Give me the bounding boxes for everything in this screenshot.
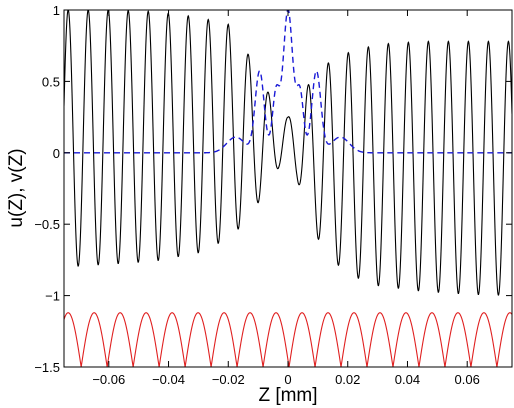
x-tick-label: 0 [284, 372, 291, 387]
x-tick-label: 0.04 [395, 372, 420, 387]
y-axis-label: u(Z), v(Z) [6, 148, 27, 227]
series-layer [64, 10, 512, 367]
y-tick-label: 1 [53, 3, 60, 18]
x-tick-label: 0.06 [455, 372, 480, 387]
x-tick-label: −0.06 [92, 372, 125, 387]
y-tick-label: 0.5 [42, 74, 60, 89]
series-2-line [64, 10, 512, 154]
x-tick-label: 0.02 [335, 372, 360, 387]
series-3-line [64, 312, 512, 367]
y-tick-label: −1 [45, 289, 60, 304]
ticks-layer [64, 9, 512, 368]
y-tick-label: 0 [53, 146, 60, 161]
x-tick-label: −0.02 [212, 372, 245, 387]
y-tick-label: −0.5 [34, 217, 60, 232]
series-1-line [64, 10, 512, 296]
tick-labels-layer: −0.06 −0.04 −0.02 0 0.02 0.04 0.06 1 0.5 0 −0.5 −1 −… [34, 3, 480, 387]
x-axis-label: Z [mm] [258, 385, 317, 406]
y-tick-label: −1.5 [34, 360, 60, 375]
x-tick-label: −0.04 [152, 372, 185, 387]
plot-area [64, 10, 512, 367]
